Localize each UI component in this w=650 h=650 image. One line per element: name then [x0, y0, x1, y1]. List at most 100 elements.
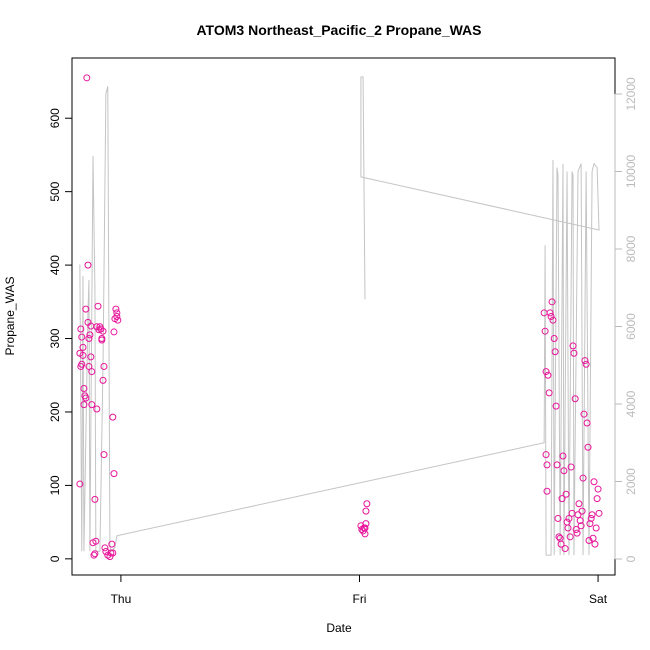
y-tick-label: 400 — [48, 255, 62, 275]
point — [112, 305, 120, 313]
point — [571, 395, 579, 403]
point — [566, 533, 574, 541]
point — [590, 478, 598, 486]
y-tick-label: 100 — [48, 475, 62, 495]
point — [543, 487, 551, 495]
point — [557, 540, 565, 548]
y2-tick-label: 6000 — [624, 313, 638, 340]
point — [91, 495, 99, 503]
point — [542, 368, 550, 376]
point — [587, 514, 595, 522]
point — [564, 524, 572, 532]
point — [85, 335, 93, 343]
point — [94, 302, 102, 310]
point — [565, 514, 573, 522]
y-tick-label: 200 — [48, 402, 62, 422]
point — [550, 335, 558, 343]
point — [109, 413, 117, 421]
point — [574, 511, 582, 519]
point — [553, 461, 561, 469]
point — [576, 517, 584, 525]
y2-tick-label: 10000 — [624, 154, 638, 188]
point — [77, 325, 85, 333]
plot-box — [71, 57, 616, 576]
point — [110, 470, 118, 478]
point — [543, 461, 551, 469]
point — [110, 328, 118, 336]
point — [82, 305, 90, 313]
point — [547, 313, 555, 320]
point — [541, 327, 549, 335]
point — [79, 351, 87, 359]
x-axis-label: Date — [326, 621, 352, 635]
point — [97, 325, 105, 333]
point — [573, 529, 581, 537]
point — [552, 402, 560, 410]
point — [585, 536, 593, 544]
y-tick-label: 500 — [48, 181, 62, 201]
point — [579, 474, 587, 482]
point — [78, 333, 86, 341]
point — [586, 520, 594, 528]
point — [91, 550, 99, 558]
point — [560, 467, 568, 475]
y-tick-label: 600 — [48, 108, 62, 128]
point — [363, 500, 371, 508]
point — [79, 343, 87, 351]
point — [561, 545, 569, 553]
point — [83, 74, 91, 82]
point — [113, 309, 121, 317]
point — [593, 495, 601, 503]
point — [85, 362, 93, 370]
point — [101, 544, 109, 552]
point — [98, 336, 106, 344]
point — [582, 360, 590, 368]
point — [572, 525, 580, 533]
point — [362, 507, 370, 515]
point — [99, 376, 107, 384]
y-tick-label: 300 — [48, 328, 62, 348]
point — [99, 327, 107, 335]
point — [88, 401, 96, 409]
chart-title: ATOM3 Northeast_Pacific_2 Propane_WAS — [196, 22, 481, 38]
point — [567, 463, 575, 471]
point — [114, 316, 122, 324]
point — [82, 394, 90, 402]
point — [102, 548, 110, 555]
point — [588, 511, 596, 519]
y2-tick-label: 0 — [624, 555, 638, 562]
point — [100, 451, 108, 459]
point — [107, 549, 115, 557]
point — [551, 348, 559, 356]
point — [569, 342, 577, 350]
point — [361, 524, 369, 532]
point — [362, 520, 370, 528]
point — [109, 549, 117, 557]
point — [577, 522, 585, 530]
point — [570, 349, 578, 357]
y2-tick-label: 2000 — [624, 468, 638, 495]
point — [84, 261, 92, 269]
point — [540, 309, 548, 317]
point — [594, 485, 602, 493]
point — [581, 357, 589, 365]
point — [90, 551, 98, 559]
point — [78, 360, 86, 368]
point — [592, 524, 600, 532]
point — [580, 410, 588, 418]
point — [584, 443, 592, 451]
point — [86, 331, 94, 339]
point — [546, 309, 554, 317]
point — [76, 480, 84, 488]
point — [113, 313, 121, 320]
point — [544, 371, 552, 379]
point — [575, 500, 583, 508]
y-tick-label: 0 — [48, 555, 62, 562]
y-axis-label: Propane_WAS — [3, 277, 17, 356]
point — [595, 509, 603, 517]
point — [80, 384, 88, 392]
point — [92, 537, 100, 545]
point — [88, 368, 96, 376]
